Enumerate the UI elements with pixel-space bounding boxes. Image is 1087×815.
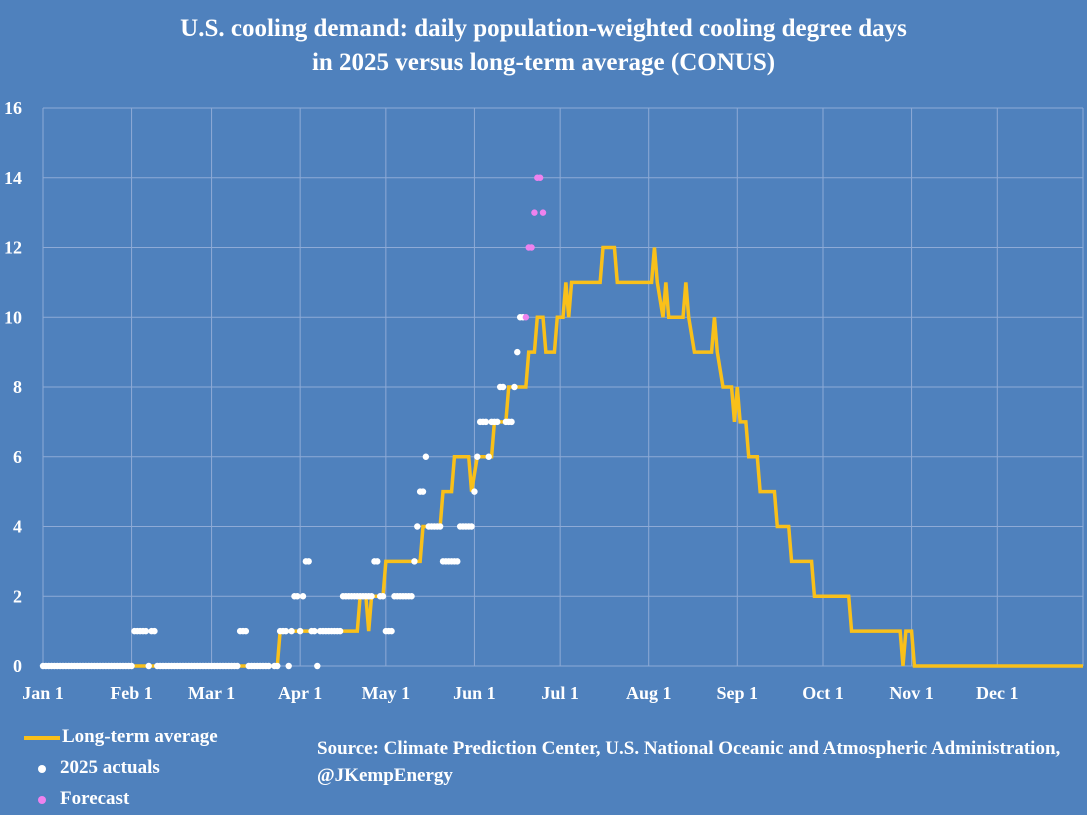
x-tick-label-4: May 1 [362, 683, 411, 703]
actual-point-150 [471, 488, 478, 495]
actual-point-36 [142, 627, 150, 635]
y-tick-label-5: 10 [4, 307, 22, 327]
y-tick-label-4: 8 [13, 377, 22, 397]
chart-title-line-2: in 2025 versus long-term average (CONUS) [311, 49, 776, 76]
actual-point-81 [274, 662, 281, 670]
actual-point-128 [408, 593, 415, 600]
actual-point-144 [454, 558, 461, 565]
actual-point-116 [374, 558, 381, 565]
actual-point-132 [419, 488, 427, 495]
actual-point-90 [299, 593, 307, 600]
x-tick-label-8: Sep 1 [717, 683, 759, 703]
y-axis-tick-labels: 0 2 4 6 8 10 12 14 16 [4, 98, 22, 676]
x-tick-label-11: Dec 1 [976, 683, 1018, 703]
actual-point-160 [499, 383, 507, 391]
actual-point-114 [368, 593, 375, 600]
actual-point-130 [414, 523, 421, 530]
actual-point-92 [305, 558, 312, 565]
actual-point-94 [311, 627, 318, 635]
actual-point-37 [145, 662, 152, 670]
legend-long-term-label: Long-term average [62, 726, 218, 747]
x-tick-label-0: Jan 1 [22, 683, 64, 703]
actual-point-79 [265, 662, 272, 670]
actual-point-154 [482, 418, 490, 426]
legend-forecast-label: Forecast [60, 788, 130, 809]
actual-point-151 [474, 453, 481, 460]
forecast-point-5 [536, 174, 544, 181]
x-tick-label-9: Oct 1 [802, 683, 843, 703]
forecast-series [522, 174, 547, 321]
forecast-point-3 [531, 209, 538, 216]
actual-point-163 [508, 418, 515, 426]
x-tick-label-6: Jul 1 [541, 683, 579, 703]
x-axis-tick-labels: Jan 1 Feb 1 Mar 1 Apr 1 May 1 Jun 1 Jul 1 Aug 1… [22, 683, 1018, 703]
actual-point-138 [436, 523, 444, 530]
y-tick-label-6: 12 [4, 238, 22, 258]
actual-point-165 [514, 348, 521, 356]
actual-point-89 [296, 627, 304, 635]
actual-point-84 [282, 627, 290, 635]
forecast-point-2 [528, 244, 535, 251]
actual-point-85 [285, 662, 292, 670]
legend-forecast: Forecast [24, 788, 129, 810]
actual-point-129 [411, 558, 418, 565]
pink-dot-icon [38, 795, 46, 804]
data-points [39, 174, 547, 670]
x-tick-label-10: Nov 1 [889, 683, 934, 703]
actual-point-88 [294, 593, 301, 600]
actual-point-149 [468, 523, 475, 530]
x-tick-label-2: Mar 1 [188, 683, 235, 703]
legend-2025-actuals: 2025 actuals [24, 757, 160, 779]
x-tick-label-7: Aug 1 [626, 683, 672, 703]
actual-point-121 [388, 627, 395, 635]
forecast-point-0 [522, 314, 530, 321]
source-note: Source: Climate Prediction Center, U.S. … [317, 738, 1061, 786]
y-tick-label-0: 0 [13, 656, 22, 676]
actual-point-133 [422, 453, 430, 460]
actual-point-164 [511, 383, 518, 391]
actual-point-71 [242, 627, 250, 635]
gridlines [42, 107, 1084, 667]
line-swatch-icon [24, 735, 60, 740]
actual-point-155 [485, 453, 492, 460]
actual-point-39 [151, 627, 158, 635]
forecast-point-6 [539, 209, 547, 216]
y-tick-label-1: 2 [13, 586, 22, 606]
x-tick-label-5: Jun 1 [453, 683, 496, 703]
y-tick-label-7: 14 [4, 168, 22, 188]
actual-point-31 [128, 662, 135, 670]
legend-actuals-label: 2025 actuals [60, 757, 160, 778]
actual-point-158 [494, 418, 501, 426]
actual-series [39, 314, 527, 670]
y-tick-label-8: 16 [4, 98, 22, 118]
x-tick-label-3: Apr 1 [278, 683, 322, 703]
y-tick-label-3: 6 [13, 447, 22, 467]
y-tick-label-2: 4 [13, 517, 22, 537]
actual-point-86 [288, 627, 295, 635]
actual-point-103 [336, 627, 344, 635]
actual-point-95 [314, 662, 321, 670]
white-dot-icon [38, 764, 46, 773]
actual-point-68 [234, 662, 241, 670]
chart-title-line-1: U.S. cooling demand: daily population-we… [180, 15, 907, 42]
actual-point-118 [379, 593, 387, 600]
x-tick-label-1: Feb 1 [110, 683, 153, 703]
legend-long-term-average: Long-term average [24, 726, 218, 748]
